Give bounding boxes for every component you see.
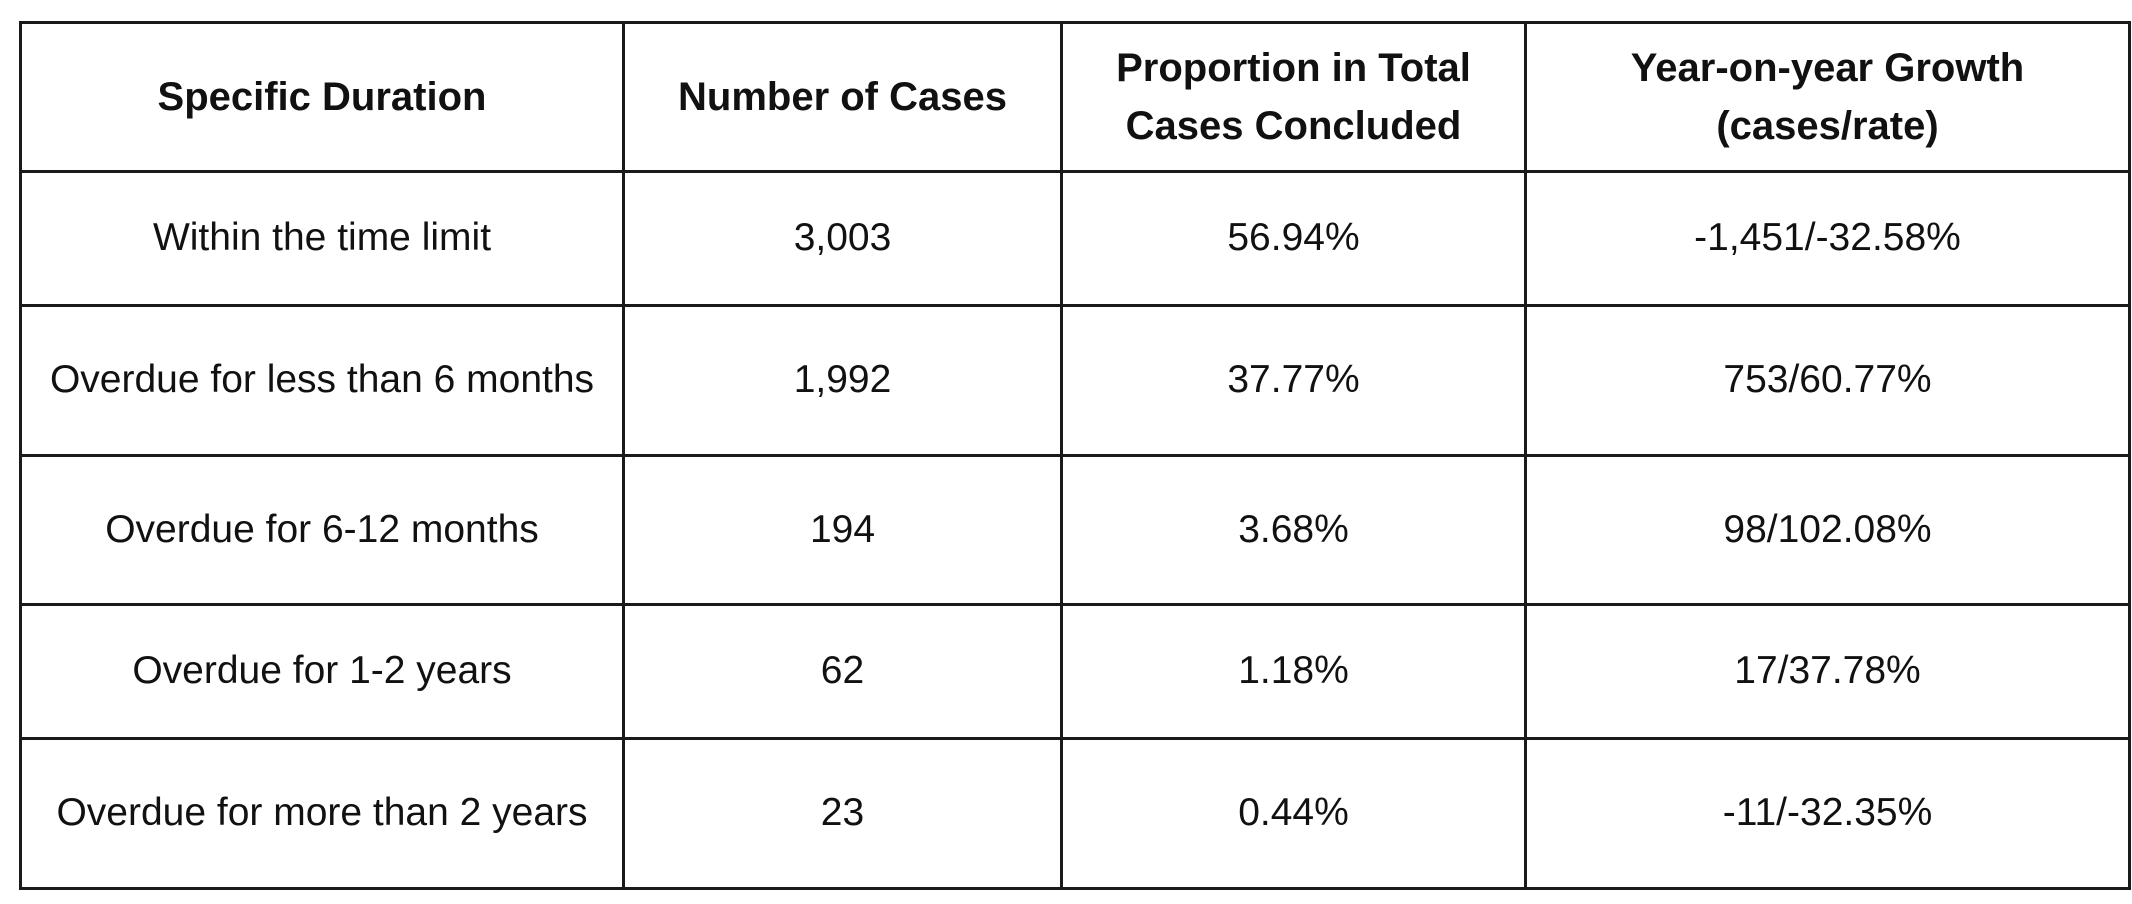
table-row: Within the time limit 3,003 56.94% -1,45… (19, 170, 2131, 307)
cases-cell: 1,992 (622, 303, 1063, 457)
proportion-cell: 0.44% (1060, 737, 1527, 890)
table-row: Overdue for 6-12 months 194 3.68% 98/102… (19, 453, 2131, 607)
table-header-row: Specific Duration Number of Cases Propor… (19, 21, 2131, 173)
proportion-cell: 1.18% (1060, 603, 1527, 741)
duration-cell: Within the time limit (19, 170, 625, 307)
growth-cell: 98/102.08% (1524, 453, 2131, 607)
proportion-cell: 37.77% (1060, 303, 1527, 457)
table-row: Overdue for 1-2 years 62 1.18% 17/37.78% (19, 603, 2131, 741)
growth-cell: -11/-32.35% (1524, 737, 2131, 890)
header-specific-duration: Specific Duration (19, 21, 625, 173)
header-number-of-cases: Number of Cases (622, 21, 1063, 173)
proportion-cell: 56.94% (1060, 170, 1527, 307)
growth-cell: -1,451/-32.58% (1524, 170, 2131, 307)
case-duration-table-container: Specific Duration Number of Cases Propor… (19, 21, 2131, 890)
header-yoy-growth: Year-on-year Growth (cases/rate) (1524, 21, 2131, 173)
cases-cell: 62 (622, 603, 1063, 741)
duration-cell: Overdue for more than 2 years (19, 737, 625, 890)
duration-cell: Overdue for less than 6 months (19, 303, 625, 457)
cases-cell: 3,003 (622, 170, 1063, 307)
table-row: Overdue for less than 6 months 1,992 37.… (19, 303, 2131, 457)
cases-cell: 23 (622, 737, 1063, 890)
proportion-cell: 3.68% (1060, 453, 1527, 607)
cases-cell: 194 (622, 453, 1063, 607)
growth-cell: 17/37.78% (1524, 603, 2131, 741)
case-duration-table: Specific Duration Number of Cases Propor… (19, 21, 2131, 890)
growth-cell: 753/60.77% (1524, 303, 2131, 457)
table-row: Overdue for more than 2 years 23 0.44% -… (19, 737, 2131, 890)
duration-cell: Overdue for 1-2 years (19, 603, 625, 741)
duration-cell: Overdue for 6-12 months (19, 453, 625, 607)
header-proportion: Proportion in Total Cases Concluded (1060, 21, 1527, 173)
